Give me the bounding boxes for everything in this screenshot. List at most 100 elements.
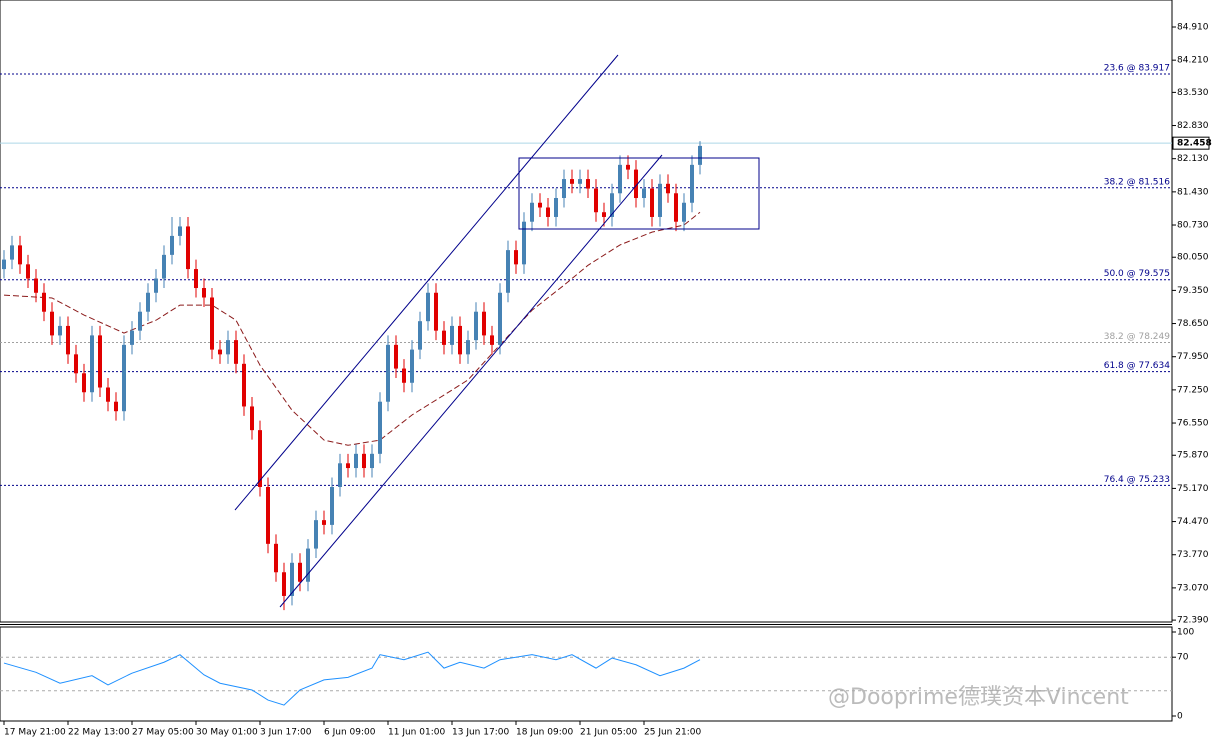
y-tick-label: 75.870 [1177, 451, 1209, 461]
candle-body [258, 430, 262, 487]
candle-body [2, 259, 6, 270]
candle-body [162, 254, 166, 279]
candle-body [402, 368, 406, 383]
fib-label: 23.6 @ 83.917 [1104, 64, 1170, 74]
candle-body [114, 401, 118, 412]
candle-body [594, 188, 598, 213]
y-tick-label: 75.170 [1177, 484, 1209, 494]
y-tick-label: 84.910 [1177, 23, 1209, 33]
y-tick-label: 84.210 [1177, 56, 1209, 66]
y-tick-label: 79.350 [1177, 286, 1209, 296]
candle-body [58, 325, 62, 336]
y-tick-label: 76.550 [1177, 419, 1209, 429]
channel-line [279, 154, 663, 608]
candle-body [74, 354, 78, 374]
candle-body [338, 463, 342, 487]
candle-body [490, 335, 494, 345]
candle-body [354, 453, 358, 469]
candle-body [386, 344, 390, 402]
candle-body [586, 179, 590, 189]
candle-body [274, 543, 278, 573]
candle-body [378, 401, 382, 454]
candle-body [434, 292, 438, 331]
x-tick-label: 27 May 05:00 [132, 728, 194, 738]
fib-label: 61.8 @ 77.634 [1104, 361, 1171, 371]
main-pane [0, 0, 1173, 623]
channel-line [234, 54, 619, 511]
x-tick-label: 13 Jun 17:00 [452, 728, 509, 738]
candle-body [530, 202, 534, 222]
candle-body [346, 463, 350, 469]
current-price-label: 82.458 [1177, 139, 1212, 149]
candle-body [418, 321, 422, 350]
candle-body [178, 226, 182, 236]
candle-body [234, 340, 238, 364]
candle-body [458, 325, 462, 355]
x-tick-label: 11 Jun 01:00 [388, 728, 445, 738]
candle-body [698, 145, 702, 165]
candle-body [90, 335, 94, 393]
candle-body [18, 245, 22, 265]
y-tick-label: 81.430 [1177, 187, 1209, 197]
candle-body [634, 169, 638, 199]
candle-body [242, 363, 246, 407]
drawings [234, 54, 760, 608]
candle-body [202, 288, 206, 298]
watermark: @Dooprime德璞资本Vincent [828, 685, 1129, 710]
candle-body [322, 520, 326, 525]
candle-body [410, 349, 414, 383]
x-tick-label: 18 Jun 09:00 [516, 728, 573, 738]
candle-body [26, 264, 30, 279]
y-tick-label: 70 [1177, 653, 1189, 663]
candle-body [666, 183, 670, 194]
y-tick-label: 72.390 [1177, 616, 1209, 626]
candle-body [466, 340, 470, 355]
y-tick-label: 82.130 [1177, 154, 1209, 164]
fib-label: 50.0 @ 79.575 [1104, 269, 1170, 279]
candle-body [186, 226, 190, 270]
candle-body [98, 335, 102, 388]
candle-body [626, 164, 630, 170]
candle-body [170, 235, 174, 255]
candle-body [42, 292, 46, 312]
fib-label: 76.4 @ 75.233 [1104, 475, 1170, 485]
candle-body [498, 292, 502, 345]
candle-body [66, 325, 70, 355]
candle-body [618, 164, 622, 194]
y-tick-label: 74.470 [1177, 517, 1209, 527]
candle-body [602, 212, 606, 217]
candle-body [570, 179, 574, 184]
candle-body [194, 269, 198, 289]
oscillator-pane [0, 626, 1173, 722]
candle-body [658, 183, 662, 217]
candle-body [154, 278, 158, 293]
candle-body [562, 179, 566, 199]
moving-average [3, 211, 701, 446]
candle-body [138, 311, 142, 331]
candle-body [514, 250, 518, 265]
candle-body [522, 221, 526, 265]
candle-body [10, 245, 14, 260]
candle-body [554, 198, 558, 217]
candle-body [578, 179, 582, 184]
candle-body [482, 311, 486, 336]
candle-body [442, 330, 446, 345]
candle-body [506, 250, 510, 293]
candle-body [362, 453, 366, 469]
x-tick-label: 25 Jun 21:00 [644, 728, 701, 738]
candle-body [34, 278, 38, 293]
candle-body [82, 373, 86, 393]
y-tick-label: 73.770 [1177, 550, 1209, 560]
x-tick-label: 3 Jun 17:00 [260, 728, 312, 738]
candle-body [330, 486, 334, 525]
y-tick-label: 77.250 [1177, 385, 1209, 395]
candle-body [146, 292, 150, 312]
candle-body [674, 193, 678, 222]
y-tick-label: 82.830 [1177, 121, 1209, 131]
candle-body [282, 572, 286, 596]
x-tick-label: 30 May 01:00 [196, 728, 258, 738]
candle-body [538, 202, 542, 208]
range-box [518, 157, 760, 230]
x-tick-label: 6 Jun 09:00 [324, 728, 376, 738]
